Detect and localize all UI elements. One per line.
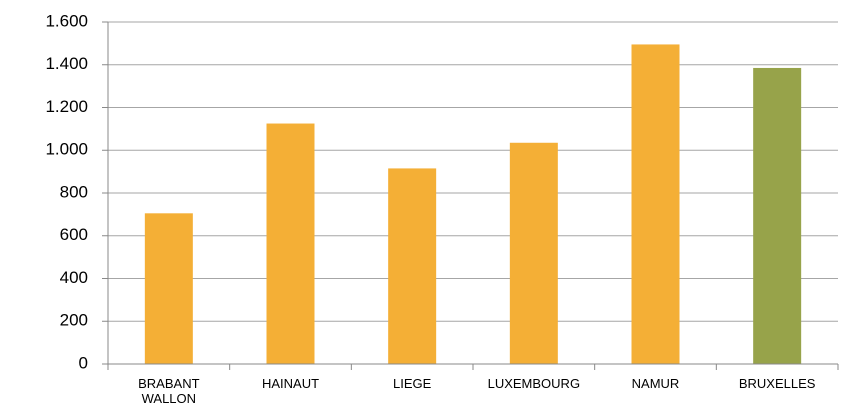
- y-tick-label: 1.600: [45, 11, 88, 30]
- y-tick-label: 1.000: [45, 140, 88, 159]
- x-tick-label: BRABANT WALLON: [138, 376, 199, 406]
- y-tick-label: 400: [60, 268, 88, 287]
- bar: [144, 213, 193, 364]
- bar: [509, 142, 558, 364]
- x-tick-label: LIEGE: [393, 376, 432, 391]
- y-tick-label: 200: [60, 311, 88, 330]
- y-tick-label: 800: [60, 182, 88, 201]
- x-tick-label: NAMUR: [632, 376, 680, 391]
- y-tick-label: 600: [60, 225, 88, 244]
- y-tick-label: 1.200: [45, 97, 88, 116]
- bar: [266, 123, 315, 364]
- x-tick-label: LUXEMBOURG: [488, 376, 580, 391]
- bar: [388, 168, 437, 364]
- x-tick-label: HAINAUT: [262, 376, 319, 391]
- y-tick-label: 0: [79, 353, 88, 372]
- bar: [631, 44, 680, 364]
- y-tick-label: 1.400: [45, 54, 88, 73]
- bar: [753, 67, 802, 365]
- x-tick-label: BRUXELLES: [739, 376, 816, 391]
